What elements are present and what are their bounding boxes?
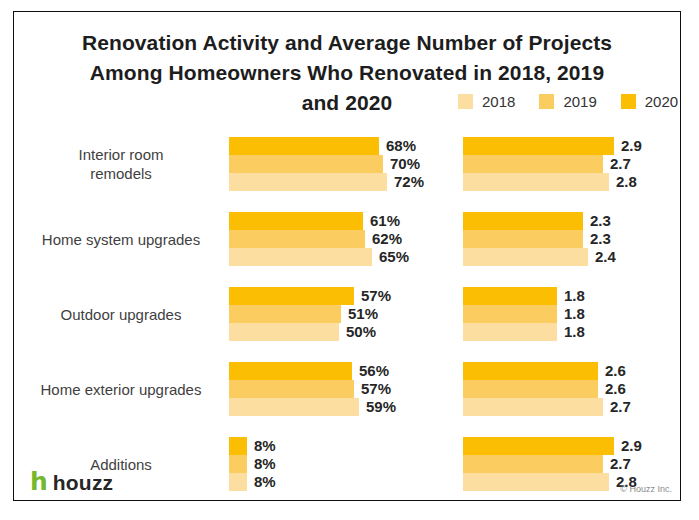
bar-value-label: 61% (370, 212, 400, 230)
bar-value-label: 57% (361, 380, 391, 398)
category-label: Interior room remodels (22, 137, 220, 191)
houzz-logo-text: houzz (53, 471, 113, 495)
bar-average_number_of_projects-2019 (463, 155, 603, 173)
bar-average_number_of_projects-2020 (463, 362, 598, 380)
bar-renovation_activity_share-2019 (229, 380, 354, 398)
bar-value-label: 56% (359, 362, 389, 380)
bar-value-label: 2.6 (605, 380, 626, 398)
bar-renovation_activity_share-2019 (229, 305, 341, 323)
chart-area: Interior room remodels68%70%72%2.92.72.8… (14, 12, 680, 500)
bar-average_number_of_projects-2018 (463, 173, 609, 191)
bar-average_number_of_projects-2019 (463, 380, 598, 398)
bar-average_number_of_projects-2018 (463, 323, 557, 341)
houzz-logo: h houzz (30, 471, 113, 495)
bar-value-label: 1.8 (564, 287, 585, 305)
bar-value-label: 70% (390, 155, 420, 173)
bar-renovation_activity_share-2018 (229, 398, 359, 416)
bar-value-label: 2.9 (621, 437, 642, 455)
bar-value-label: 72% (394, 173, 424, 191)
bar-value-label: 2.3 (590, 212, 611, 230)
bar-renovation_activity_share-2018 (229, 473, 247, 491)
bar-average_number_of_projects-2019 (463, 455, 603, 473)
bar-average_number_of_projects-2018 (463, 248, 588, 266)
bar-average_number_of_projects-2019 (463, 230, 583, 248)
chart-frame: Renovation Activity and Average Number o… (13, 11, 681, 501)
bar-value-label: 62% (372, 230, 402, 248)
bar-renovation_activity_share-2020 (229, 287, 354, 305)
bar-average_number_of_projects-2018 (463, 473, 609, 491)
bar-value-label: 8% (254, 455, 276, 473)
bar-average_number_of_projects-2020 (463, 437, 614, 455)
category-label: Home exterior upgrades (22, 362, 220, 416)
bar-value-label: 2.9 (621, 137, 642, 155)
bar-renovation_activity_share-2020 (229, 212, 363, 230)
bar-renovation_activity_share-2018 (229, 173, 387, 191)
bar-value-label: 2.8 (616, 173, 637, 191)
bar-value-label: 8% (254, 473, 276, 491)
bar-average_number_of_projects-2020 (463, 212, 583, 230)
bar-value-label: 1.8 (564, 323, 585, 341)
bar-renovation_activity_share-2019 (229, 455, 247, 473)
bar-value-label: 59% (366, 398, 396, 416)
bar-value-label: 2.7 (610, 455, 631, 473)
houzz-h-icon: h (30, 472, 48, 492)
bar-renovation_activity_share-2019 (229, 155, 383, 173)
bar-renovation_activity_share-2018 (229, 248, 372, 266)
bar-value-label: 2.7 (610, 398, 631, 416)
category-label: Outdoor upgrades (22, 287, 220, 341)
bar-renovation_activity_share-2018 (229, 323, 339, 341)
bar-value-label: 2.7 (610, 155, 631, 173)
bar-value-label: 2.4 (595, 248, 616, 266)
bar-average_number_of_projects-2019 (463, 305, 557, 323)
copyright-notice: © Houzz Inc. (620, 484, 672, 494)
bar-renovation_activity_share-2020 (229, 137, 379, 155)
bar-average_number_of_projects-2020 (463, 287, 557, 305)
bar-value-label: 68% (386, 137, 416, 155)
bar-renovation_activity_share-2019 (229, 230, 365, 248)
bar-value-label: 65% (379, 248, 409, 266)
category-label: Home system upgrades (22, 212, 220, 266)
bar-value-label: 8% (254, 437, 276, 455)
bar-renovation_activity_share-2020 (229, 362, 352, 380)
bar-average_number_of_projects-2018 (463, 398, 603, 416)
bar-value-label: 50% (346, 323, 376, 341)
bar-value-label: 51% (348, 305, 378, 323)
bar-value-label: 57% (361, 287, 391, 305)
bar-average_number_of_projects-2020 (463, 137, 614, 155)
bar-renovation_activity_share-2020 (229, 437, 247, 455)
bar-value-label: 2.3 (590, 230, 611, 248)
bar-value-label: 2.6 (605, 362, 626, 380)
bar-value-label: 1.8 (564, 305, 585, 323)
